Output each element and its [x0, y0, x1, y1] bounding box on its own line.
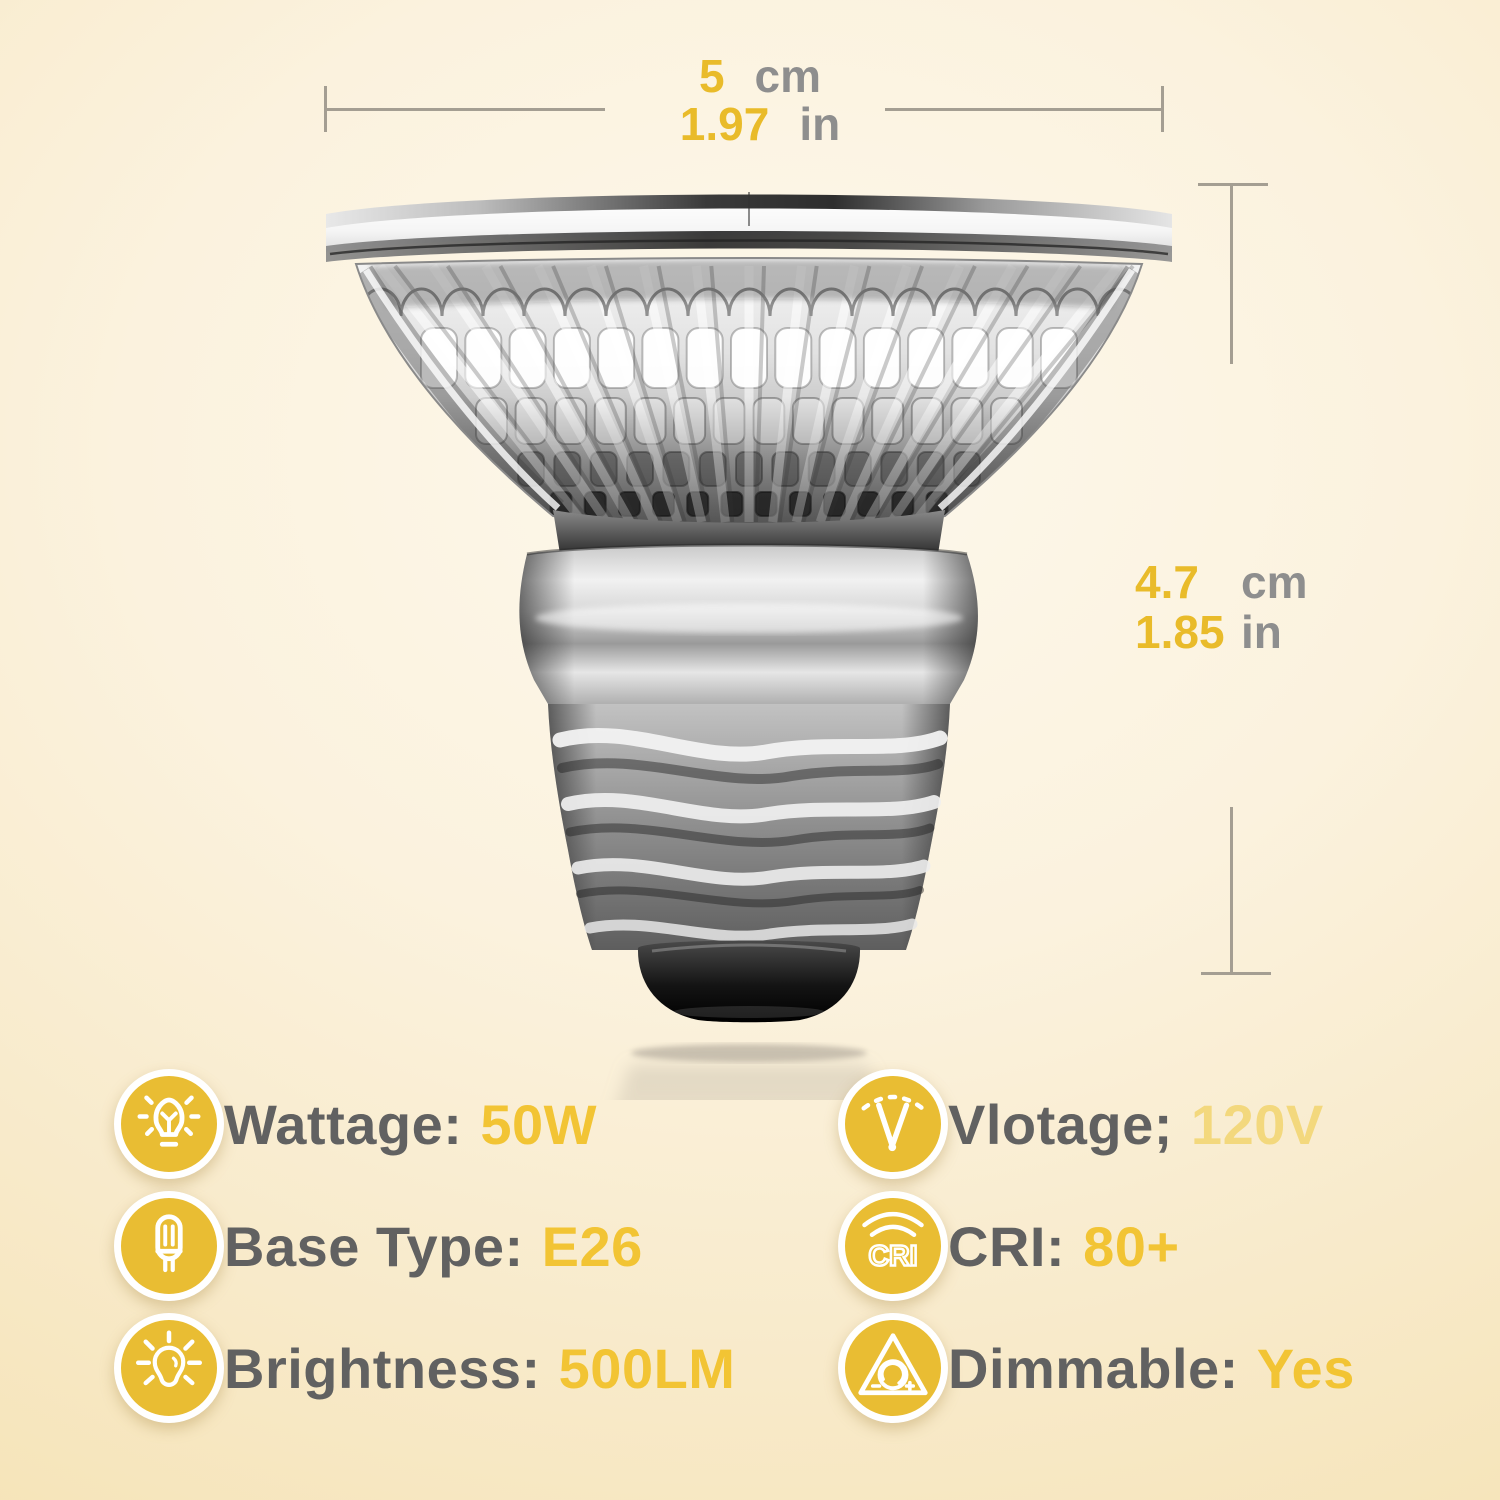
height-in-unit: in [1241, 606, 1282, 658]
top-rim [326, 192, 1172, 262]
spec-value: 50W [480, 1092, 598, 1156]
spec-label: Vlotage; [948, 1092, 1173, 1156]
spec-label: Wattage: [224, 1092, 463, 1156]
spec-brightness: Brightness: 500LM [114, 1312, 735, 1424]
spec-base-type: Base Type: E26 [114, 1190, 643, 1302]
spec-value: 120V [1190, 1092, 1324, 1156]
brightness-icon [114, 1313, 224, 1423]
metal-collar [519, 543, 978, 704]
spec-cri: CRI CRI: 80+ [838, 1190, 1180, 1302]
height-dimension-label: 4.7 cm 1.85 in [1135, 558, 1307, 658]
voltage-meter-icon [838, 1069, 948, 1179]
height-cm-value: 4.7 [1135, 556, 1199, 608]
spec-value: 500LM [558, 1336, 736, 1400]
width-in-unit: in [799, 98, 841, 150]
height-measure-line-top [1230, 186, 1233, 364]
spec-label: Base Type: [224, 1214, 524, 1278]
spec-voltage: Vlotage; 120V [838, 1068, 1324, 1180]
width-dimension-label: 5 cm 1.97 in [560, 52, 960, 148]
spec-dimmable: Dimmable: Yes [838, 1312, 1355, 1424]
dimmable-icon [838, 1313, 948, 1423]
spec-wattage: Wattage: 50W [114, 1068, 597, 1180]
wattage-bulb-icon [114, 1069, 224, 1179]
spec-value: 80+ [1083, 1214, 1180, 1278]
bulb-reflection [617, 1044, 881, 1100]
spec-value: Yes [1256, 1336, 1355, 1400]
width-in-value: 1.97 [679, 98, 770, 150]
spec-value: E26 [541, 1214, 643, 1278]
width-measure-line-left [325, 108, 605, 111]
spec-label: CRI: [948, 1214, 1066, 1278]
base-type-icon [114, 1191, 224, 1301]
glass-reflector [354, 257, 1144, 529]
height-in-value: 1.85 [1135, 606, 1225, 658]
height-measure-tick-bottom [1201, 972, 1271, 975]
cri-icon-text: CRI [868, 1241, 917, 1273]
width-measure-tick-right [1161, 86, 1164, 132]
height-measure-tick-top [1198, 183, 1268, 186]
width-measure-line-right [885, 108, 1163, 111]
width-cm-unit: cm [754, 50, 822, 102]
height-measure-line-bottom [1230, 807, 1233, 974]
width-cm-value: 5 [698, 50, 725, 102]
contact-tip [637, 940, 861, 1023]
spec-label: Brightness: [224, 1336, 541, 1400]
cri-icon: CRI [838, 1191, 948, 1301]
height-cm-unit: cm [1241, 556, 1308, 608]
halogen-bulb-illustration [326, 192, 1172, 1100]
screw-threads [548, 704, 950, 950]
spec-label: Dimmable: [948, 1336, 1239, 1400]
